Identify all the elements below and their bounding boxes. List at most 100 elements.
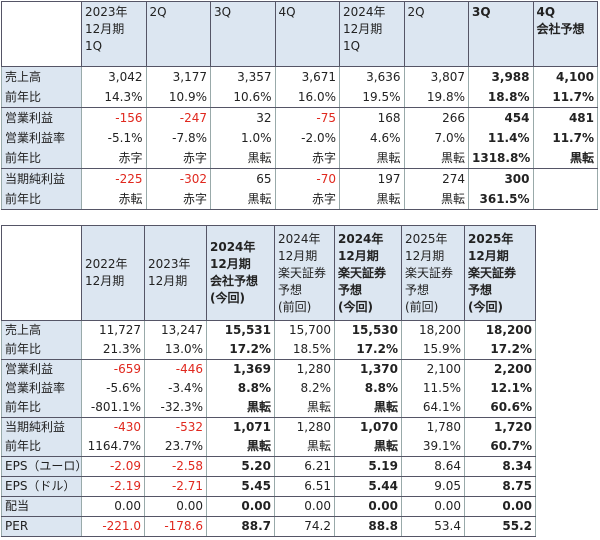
cell: 55.2 [464, 516, 536, 537]
cell: 8.2% [274, 379, 335, 398]
header-cell: 2024年 12月期 楽天証券 予想 (今回) [334, 225, 402, 321]
cell: 60.7% [464, 437, 536, 457]
cell [532, 168, 598, 189]
cell: 4.6% [339, 128, 405, 148]
cell: 0.00 [274, 496, 335, 517]
cell: 18,200 [401, 320, 465, 340]
cell: 3,357 [210, 66, 276, 87]
row: 前年比 14.3% 10.9% 10.6% 16.0% 19.5% 19.8% 18.8% 11… [1, 87, 598, 108]
header-row: 2022年 12月期 2023年 12月期 2024年 12月期 会社予想 (今回)… [1, 225, 536, 321]
cell: 黒転 [403, 189, 469, 210]
header-cell: 2023年 12月期 [144, 225, 207, 321]
cell: -532 [144, 417, 207, 437]
table-body: 売上高 11,727 13,247 15,531 15,700 15,530 18,200 1… [1, 320, 536, 537]
cell: 18.8% [468, 87, 534, 108]
row: EPS（ドル） -2.19 -2.71 5.45 6.51 5.44 9.05 8.75 [1, 476, 536, 497]
cell: -156 [81, 107, 147, 128]
header-cell: 2024年 12月期 会社予想 (今回) [206, 225, 275, 321]
cell: 3,042 [81, 66, 147, 87]
header-cell [1, 225, 82, 321]
cell: 0.00 [81, 496, 145, 517]
row-label: 前年比 [1, 437, 82, 457]
cell: 274 [403, 168, 469, 189]
cell: -75 [274, 107, 340, 128]
row-label: EPS（ドル） [1, 476, 82, 497]
cell: 11.7% [532, 128, 598, 148]
cell: 32 [210, 107, 276, 128]
table-body: 売上高 3,042 3,177 3,357 3,671 3,636 3,807 3,988 4,… [1, 66, 598, 210]
cell: 3,177 [145, 66, 211, 87]
cell: -32.3% [144, 398, 207, 418]
cell: 454 [468, 107, 534, 128]
row-label: 当期純利益 [1, 417, 82, 437]
cell: 0.00 [401, 496, 465, 517]
quarterly-table: 2023年 12月期 1Q 2Q 3Q 4Q 2024年 12月期 1Q 2Q 3Q 4Q 会… [1, 1, 598, 210]
header-cell: 2Q [403, 1, 469, 67]
cell: 0.00 [334, 496, 402, 517]
cell: 1,070 [334, 417, 402, 437]
row: 営業利益 -156 -247 32 -75 168 266 454 481 [1, 107, 598, 128]
cell: 16.0% [274, 87, 340, 108]
cell: 1,780 [401, 417, 465, 437]
cell: -2.09 [81, 456, 145, 477]
cell: 18.5% [274, 340, 335, 360]
cell: 23.7% [144, 437, 207, 457]
cell: 266 [403, 107, 469, 128]
cell: 5.45 [206, 476, 275, 497]
cell: 6.51 [274, 476, 335, 497]
row: 前年比 1164.7% 23.7% 黒転 黒転 黒転 39.1% 60.7% [1, 437, 536, 457]
cell: 88.7 [206, 516, 275, 537]
cell: 18,200 [464, 320, 536, 340]
cell: 10.9% [145, 87, 211, 108]
cell: 4,100 [532, 66, 598, 87]
header-cell: 4Q 会社予想 [532, 1, 598, 67]
cell: 361.5% [468, 189, 534, 210]
cell: 53.4 [401, 516, 465, 537]
row-label: 前年比 [1, 148, 82, 169]
header-cell: 2024年 12月期 1Q [339, 1, 405, 67]
cell: 赤字 [145, 189, 211, 210]
cell: 黒転 [206, 437, 275, 457]
cell: 15,700 [274, 320, 335, 340]
cell: -7.8% [145, 128, 211, 148]
cell: -225 [81, 168, 147, 189]
cell: 赤字 [81, 148, 147, 169]
annual-table: 2022年 12月期 2023年 12月期 2024年 12月期 会社予想 (今回)… [1, 225, 536, 537]
row-label: 前年比 [1, 340, 82, 360]
cell: 19.5% [339, 87, 405, 108]
header-cell: 3Q [468, 1, 534, 67]
cell: 赤字 [145, 148, 211, 169]
row-label: EPS（ユーロ） [1, 456, 82, 477]
cell: 3,636 [339, 66, 405, 87]
cell: 3,807 [403, 66, 469, 87]
table-header: 2022年 12月期 2023年 12月期 2024年 12月期 会社予想 (今回)… [1, 225, 536, 321]
header-cell: 2Q [145, 1, 211, 67]
cell: 88.8 [334, 516, 402, 537]
cell: 黒転 [210, 189, 276, 210]
cell: 60.6% [464, 398, 536, 418]
row: 当期純利益 -430 -532 1,071 1,280 1,070 1,780 1,720 [1, 417, 536, 437]
cell: -247 [145, 107, 211, 128]
cell: 1318.8% [468, 148, 534, 169]
cell: 15.9% [401, 340, 465, 360]
cell: -5.1% [81, 128, 147, 148]
row: 配当 0.00 0.00 0.00 0.00 0.00 0.00 0.00 [1, 496, 536, 517]
cell: 黒転 [206, 398, 275, 418]
row: 営業利益率 -5.6% -3.4% 8.8% 8.2% 8.8% 11.5% 12.1% [1, 379, 536, 398]
cell: 197 [339, 168, 405, 189]
cell: 5.19 [334, 456, 402, 477]
row-label: 当期純利益 [1, 168, 82, 189]
cell: 9.05 [401, 476, 465, 497]
cell: -221.0 [81, 516, 145, 537]
cell: -3.4% [144, 379, 207, 398]
cell: 11.4% [468, 128, 534, 148]
cell: 13,247 [144, 320, 207, 340]
cell: 0.00 [206, 496, 275, 517]
cell: -2.71 [144, 476, 207, 497]
row: 前年比 -801.1% -32.3% 黒転 黒転 黒転 64.1% 60.6% [1, 398, 536, 418]
header-cell: 2025年 12月期 楽天証券 予想 (前回) [401, 225, 465, 321]
cell: 黒転 [339, 189, 405, 210]
row-label: 配当 [1, 496, 82, 517]
row-label: 売上高 [1, 320, 82, 340]
cell: -446 [144, 359, 207, 379]
